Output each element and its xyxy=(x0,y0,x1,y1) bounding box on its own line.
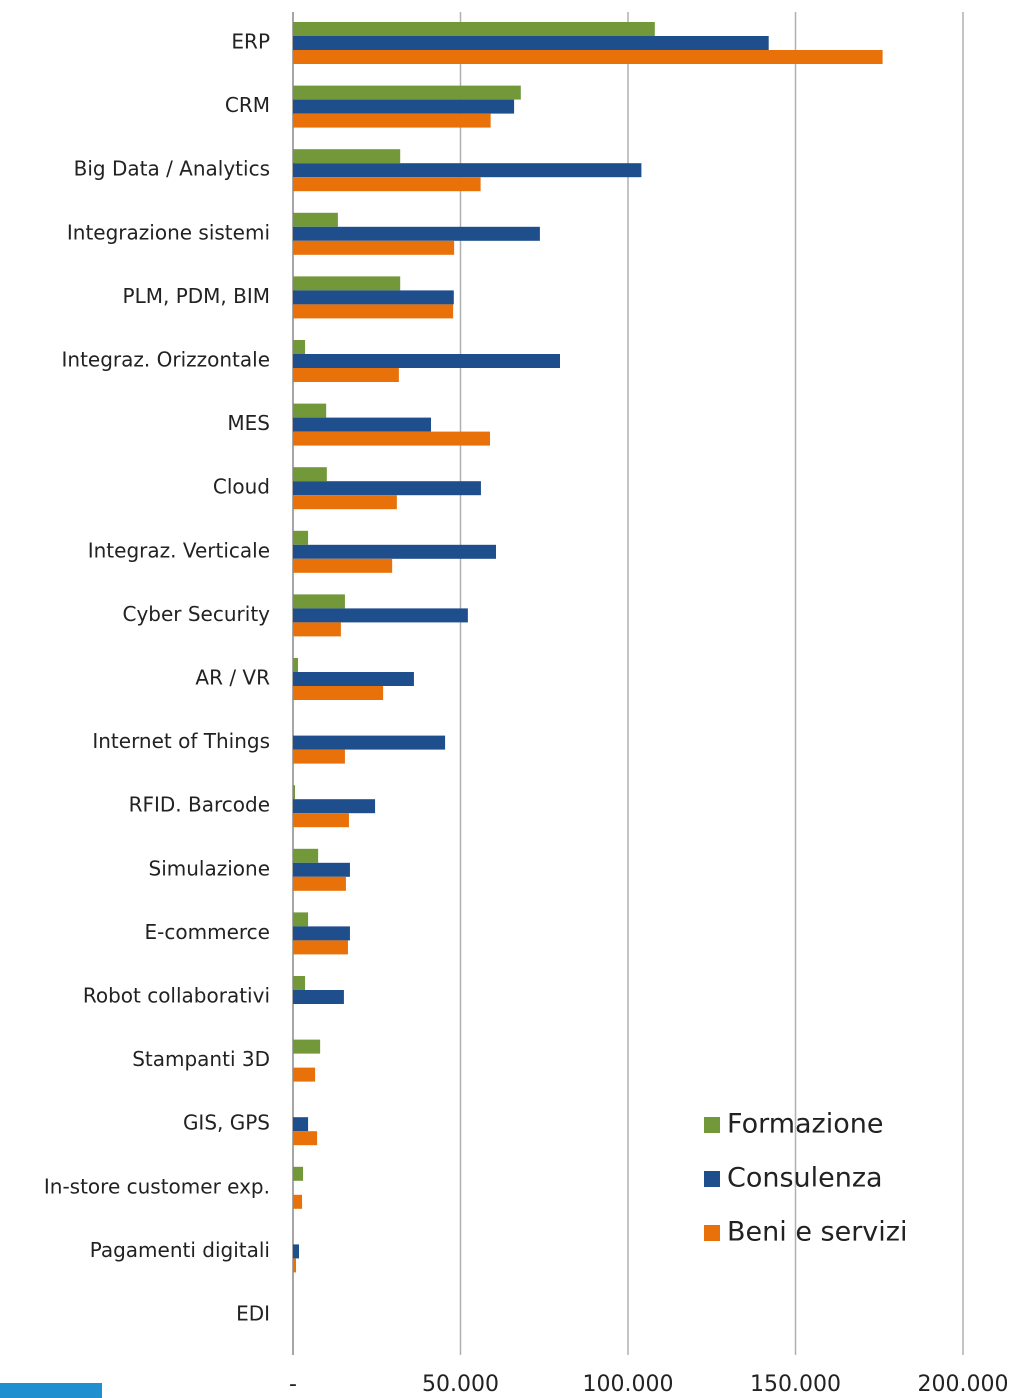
bar xyxy=(293,368,399,382)
bar xyxy=(293,36,769,50)
bar xyxy=(293,212,338,227)
bar xyxy=(293,1194,303,1209)
bar xyxy=(293,276,401,291)
x-tick-label: 150.000 xyxy=(750,1372,841,1397)
bar xyxy=(293,749,345,764)
bar xyxy=(293,495,397,510)
bar xyxy=(293,912,309,927)
bar xyxy=(293,226,540,241)
y-tick-label: Stampanti 3D xyxy=(132,1047,270,1071)
corner-strip xyxy=(0,1383,102,1398)
bar xyxy=(293,976,306,990)
y-tick-label: ERP xyxy=(231,30,270,54)
bar xyxy=(293,658,299,672)
bar xyxy=(293,354,560,368)
bar xyxy=(293,304,454,319)
y-tick-label: In-store customer exp. xyxy=(44,1174,270,1198)
y-tick-label: Internet of Things xyxy=(92,729,270,753)
bar xyxy=(293,163,642,178)
legend-swatch xyxy=(704,1225,720,1241)
y-tick-label: Integraz. Verticale xyxy=(88,538,270,562)
bar xyxy=(293,1131,318,1146)
bar xyxy=(293,558,393,573)
bar xyxy=(293,22,655,36)
x-tick-label: - xyxy=(289,1372,297,1397)
y-tick-label: Cyber Security xyxy=(122,602,270,626)
legend-label: Consulenza xyxy=(727,1163,883,1194)
bar xyxy=(293,85,521,100)
bar xyxy=(293,544,497,559)
bar xyxy=(293,848,319,863)
legend-label: Formazione xyxy=(727,1109,883,1140)
y-tick-label: RFID. Barcode xyxy=(129,793,270,817)
bar xyxy=(293,113,491,128)
bar xyxy=(293,862,350,877)
bar xyxy=(293,799,376,814)
y-tick-label: E-commerce xyxy=(145,920,270,944)
x-tick-label: 100.000 xyxy=(583,1372,674,1397)
bar xyxy=(293,149,401,164)
bar xyxy=(293,940,348,955)
bar xyxy=(293,813,349,828)
bar xyxy=(293,417,432,432)
y-tick-label: Simulazione xyxy=(149,856,271,880)
bar xyxy=(293,990,344,1004)
bar xyxy=(293,290,454,305)
bar xyxy=(293,1039,321,1054)
x-tick-label: 200.000 xyxy=(918,1372,1009,1397)
y-tick-label: CRM xyxy=(225,93,270,117)
bar xyxy=(293,594,345,609)
bar xyxy=(293,785,296,800)
bar xyxy=(293,608,468,623)
bar xyxy=(293,99,515,114)
legend-swatch xyxy=(704,1117,720,1133)
bar xyxy=(293,177,481,192)
y-tick-label: EDI xyxy=(236,1302,270,1326)
bar xyxy=(293,1117,309,1132)
bar xyxy=(293,876,346,891)
bar xyxy=(293,431,490,446)
bar xyxy=(293,530,309,545)
y-tick-label: Big Data / Analytics xyxy=(74,157,270,181)
y-tick-label: Cloud xyxy=(213,475,270,499)
bar xyxy=(293,686,384,700)
y-tick-label: Integraz. Orizzontale xyxy=(62,348,271,372)
legend-swatch xyxy=(704,1171,720,1187)
bar xyxy=(293,467,327,482)
bar xyxy=(293,1258,297,1273)
bar xyxy=(293,403,327,418)
bar xyxy=(293,481,481,496)
bar xyxy=(293,1244,300,1259)
bar xyxy=(293,340,306,354)
bar xyxy=(293,672,414,686)
bar xyxy=(293,735,446,750)
bar xyxy=(293,50,883,64)
y-tick-label: Robot collaborativi xyxy=(83,984,270,1008)
y-tick-label: GIS, GPS xyxy=(183,1111,270,1135)
bar xyxy=(293,1067,316,1082)
y-tick-label: PLM, PDM, BIM xyxy=(123,284,270,308)
x-tick-label: 50.000 xyxy=(422,1372,499,1397)
y-tick-label: MES xyxy=(227,411,270,435)
bar xyxy=(293,240,455,255)
y-tick-label: Pagamenti digitali xyxy=(90,1238,270,1262)
y-tick-label: Integrazione sistemi xyxy=(67,220,270,244)
legend-label: Beni e servizi xyxy=(727,1217,907,1248)
y-tick-label: AR / VR xyxy=(195,666,270,690)
bar xyxy=(293,1166,304,1181)
bar xyxy=(293,622,341,637)
bar xyxy=(293,926,350,941)
